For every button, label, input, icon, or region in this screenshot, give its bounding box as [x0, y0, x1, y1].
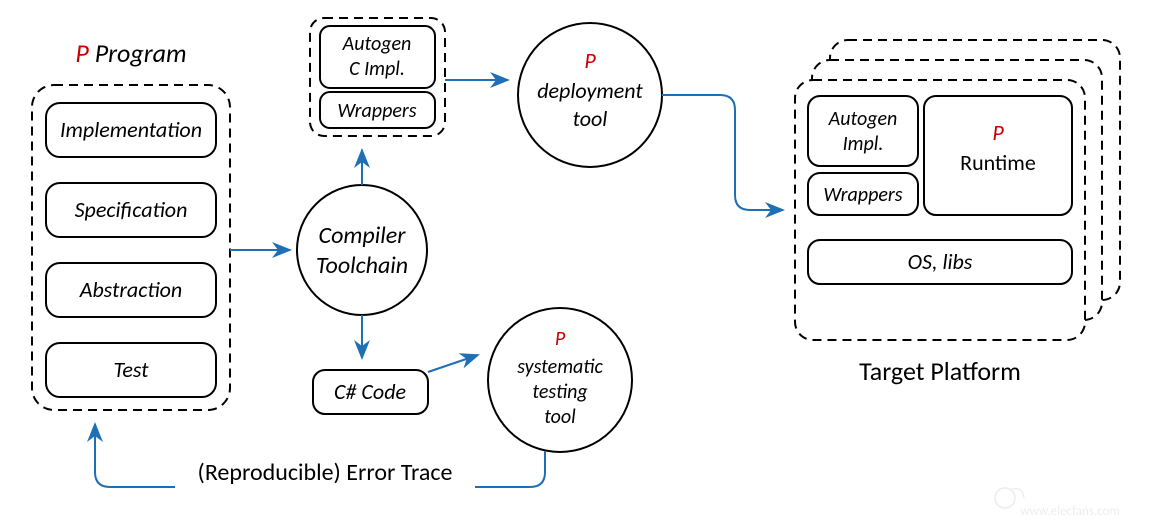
target-runtime-p: P: [992, 119, 1004, 146]
watermark-text: www.elecfans.com: [1020, 504, 1120, 519]
deploy-p: P: [584, 47, 596, 74]
target-runtime-label: Runtime: [960, 149, 1036, 176]
label-implementation: Implementation: [60, 116, 202, 143]
testing-line2: testing: [532, 380, 588, 404]
csharp-label: C# Code: [334, 378, 406, 405]
watermark-icon: [995, 488, 1015, 508]
compiler-label-2: Toolchain: [316, 251, 408, 280]
autogen-line2: C Impl.: [349, 57, 405, 81]
testing-p: P: [555, 327, 566, 351]
watermark-icon-curve: [1010, 489, 1024, 498]
arrow-csharp-testing: [428, 355, 478, 372]
arrow-deploy-target: [662, 95, 783, 210]
label-abstraction: Abstraction: [79, 276, 182, 303]
label-test: Test: [113, 356, 149, 383]
p-program-title-p: P: [75, 37, 89, 69]
autogen-line1: Autogen: [342, 32, 412, 56]
target-os-label: OS, libs: [908, 248, 973, 275]
compiler-label-1: Compiler: [319, 221, 407, 250]
p-program-title: P Program: [75, 37, 186, 69]
label-specification: Specification: [75, 196, 188, 223]
deploy-line2: tool: [573, 105, 608, 132]
autogen-wrappers-label: Wrappers: [337, 99, 416, 123]
p-program-title-rest: Program: [89, 37, 187, 69]
target-autogen-line2: Impl.: [843, 132, 884, 156]
testing-line1: systematic: [517, 355, 603, 379]
testing-line3: tool: [544, 405, 576, 429]
watermark: www.elecfans.com: [995, 488, 1120, 519]
target-caption: Target Platform: [859, 355, 1021, 387]
target-wrappers-label: Wrappers: [823, 183, 902, 207]
deploy-line1: deployment: [537, 77, 643, 104]
compiler-circle: [297, 185, 427, 315]
target-autogen-line1: Autogen: [828, 107, 898, 131]
error-trace-label-top: (Reproducible) Error Trace: [198, 458, 453, 487]
